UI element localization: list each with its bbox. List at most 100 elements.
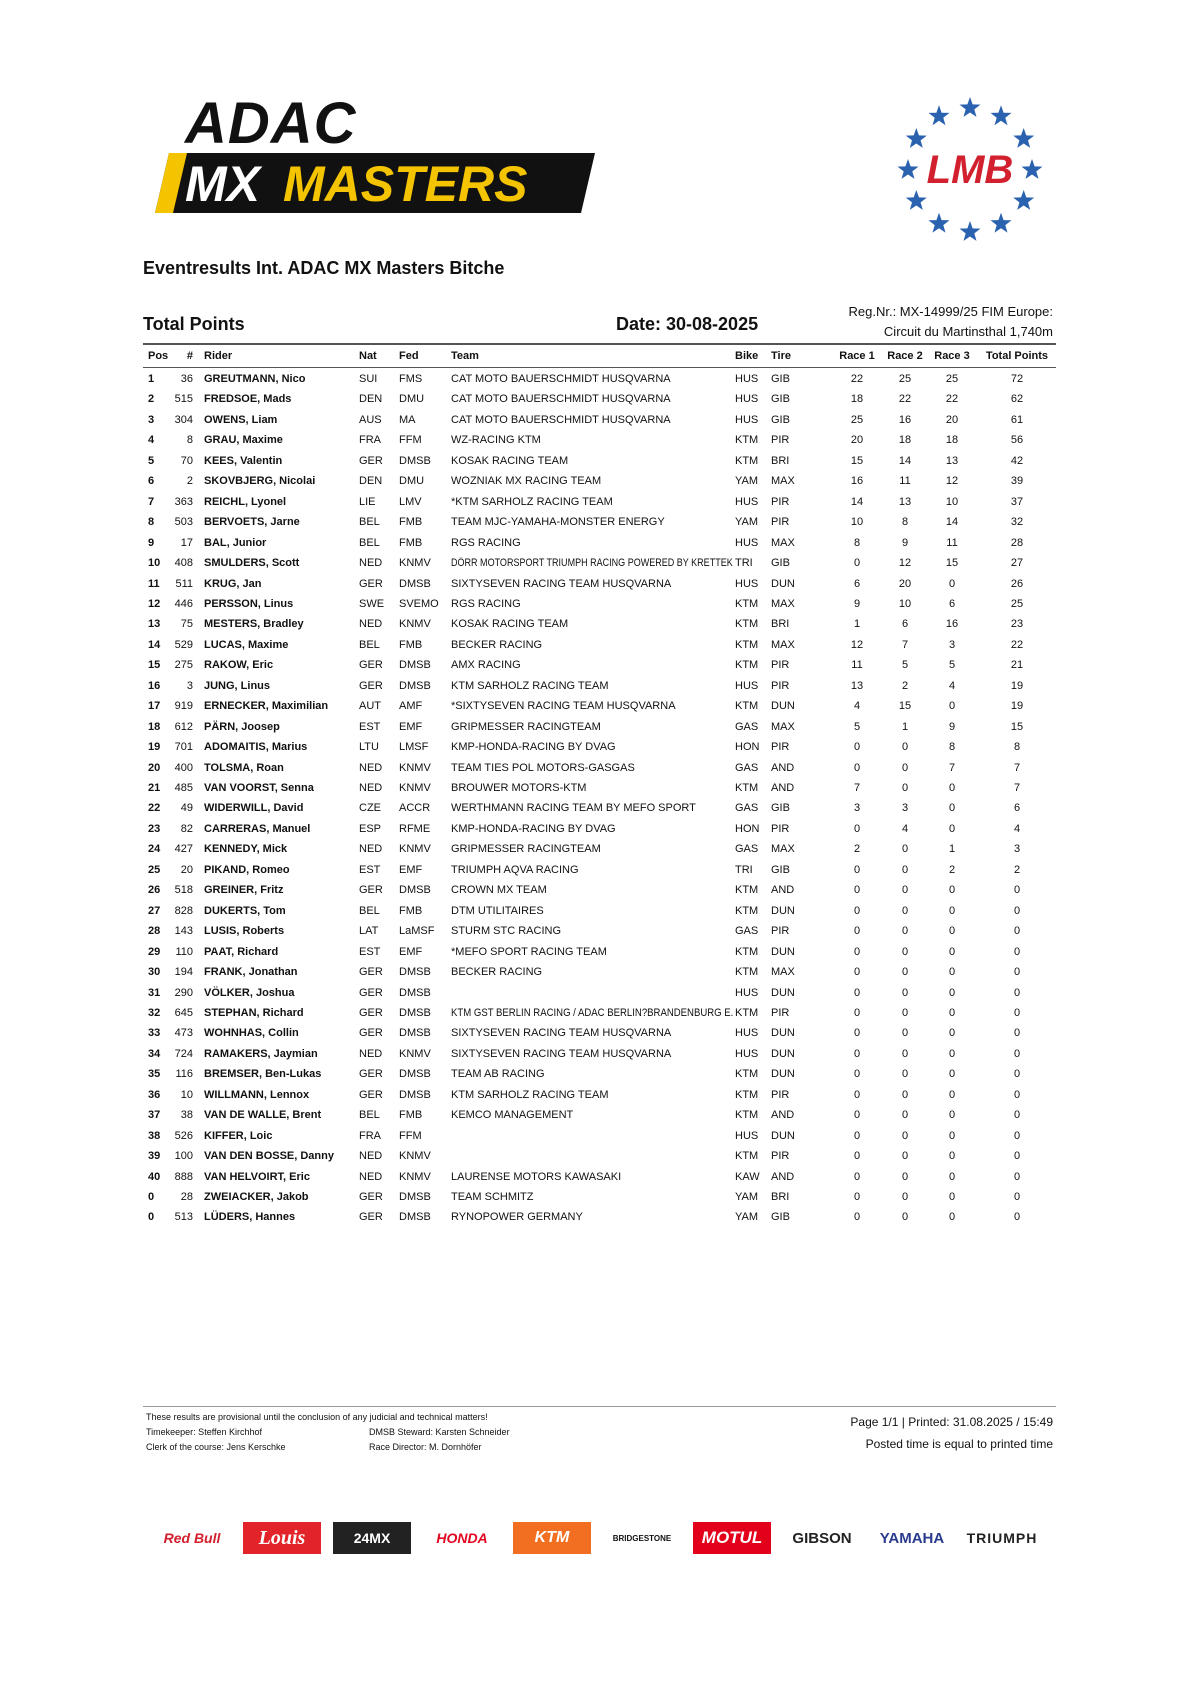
bike: HUS <box>735 679 759 692</box>
race-1: 22 <box>850 373 864 385</box>
race-2: 14 <box>898 454 912 467</box>
start-number: 10 <box>180 1088 193 1101</box>
federation-logo: LMB <box>897 97 1043 241</box>
federation: LMSF <box>399 741 429 754</box>
total-points: 3 <box>1013 843 1021 856</box>
federation: DMSB <box>399 577 431 590</box>
rider: ERNECKER, Maximilian <box>204 700 329 713</box>
bike: GAS <box>735 925 759 938</box>
pos: 19 <box>148 741 161 754</box>
pos: 7 <box>148 495 155 508</box>
race-3: 14 <box>945 516 959 529</box>
bike: HUS <box>735 393 759 406</box>
tire: DUN <box>771 904 795 917</box>
pos: 11 <box>148 577 160 590</box>
race-1: 25 <box>850 413 864 426</box>
pos: 5 <box>148 454 155 467</box>
federation: DMSB <box>399 1068 431 1081</box>
total-points: 61 <box>1010 413 1024 426</box>
bike: YAM <box>735 516 759 529</box>
race-2: 16 <box>898 413 912 426</box>
race-3: 0 <box>948 700 956 713</box>
pos: 16 <box>148 679 161 692</box>
total-points: 22 <box>1010 638 1024 651</box>
race-1: 3 <box>853 802 861 815</box>
nation: GER <box>359 1027 383 1040</box>
nation: GER <box>359 454 383 467</box>
nation: BEL <box>359 904 380 917</box>
total-points: 8 <box>1013 741 1021 754</box>
race-1: 0 <box>853 1006 861 1019</box>
pos: 10 <box>148 557 161 570</box>
bike: HON <box>735 822 760 835</box>
tire: GIB <box>771 413 790 426</box>
page-info: Page 1/1 | Printed: 31.08.2025 / 15:49 <box>850 1415 1053 1429</box>
sponsor-logo: GIBSON <box>792 1529 852 1547</box>
start-number: 194 <box>174 966 193 979</box>
start-number: 70 <box>180 454 193 467</box>
rider: SMULDERS, Scott <box>204 557 300 570</box>
federation: DMSB <box>399 966 431 979</box>
start-number: 28 <box>180 1191 193 1203</box>
pos: 37 <box>148 1109 161 1122</box>
pos: 39 <box>148 1150 161 1163</box>
total-points: 0 <box>1013 1047 1021 1060</box>
total-points: 0 <box>1013 884 1021 897</box>
start-number: 485 <box>174 782 193 794</box>
tire: PIR <box>771 1150 790 1163</box>
footer-rule <box>143 1406 1056 1407</box>
pos: 8 <box>148 516 155 529</box>
federation: KNMV <box>399 618 431 631</box>
race-3: 0 <box>948 986 956 999</box>
race-3: 0 <box>948 782 956 794</box>
federation: DMU <box>399 393 425 406</box>
total-points: 2 <box>1013 863 1021 876</box>
total-points: 39 <box>1010 475 1024 488</box>
column-header: # <box>186 350 193 362</box>
race-3: 16 <box>945 618 959 631</box>
tire: GIB <box>771 373 790 385</box>
team: CAT MOTO BAUERSCHMIDT HUSQVARNA <box>451 413 671 426</box>
federation: FMB <box>399 536 423 549</box>
start-number: 526 <box>174 1129 193 1142</box>
bike: GAS <box>735 720 759 733</box>
pos: 4 <box>148 434 155 447</box>
event-title: Eventresults Int. ADAC MX Masters Bitche <box>143 258 505 278</box>
race-3: 5 <box>948 659 956 672</box>
sponsor-logo: TRIUMPH <box>966 1530 1038 1546</box>
pos: 24 <box>148 843 161 856</box>
pos: 0 <box>148 1191 155 1203</box>
sponsor-logo: MOTUL <box>693 1522 771 1554</box>
federation: KNMV <box>399 1170 431 1183</box>
federation: KNMV <box>399 1047 431 1060</box>
race-2: 0 <box>901 1068 909 1081</box>
race-2: 5 <box>901 659 909 672</box>
team: KOSAK RACING TEAM <box>451 454 569 467</box>
timekeeper: Timekeeper: Steffen Kirchhof <box>146 1427 263 1437</box>
race-1: 0 <box>853 904 861 917</box>
rider: BERVOETS, Jarne <box>204 516 300 529</box>
rider: ZWEIACKER, Jakob <box>204 1191 309 1203</box>
start-number: 513 <box>174 1211 193 1224</box>
federation: AMF <box>399 700 423 713</box>
race-1: 0 <box>853 1129 861 1142</box>
tire: DUN <box>771 986 795 999</box>
federation: DMSB <box>399 884 431 897</box>
race-3: 0 <box>948 1109 956 1122</box>
federation: MA <box>399 413 416 426</box>
posted-info: Posted time is equal to printed time <box>865 1437 1053 1451</box>
pos: 27 <box>148 904 161 917</box>
bike: TRI <box>735 863 753 876</box>
bike: HUS <box>735 495 759 508</box>
bike: YAM <box>735 475 759 488</box>
total-points: 37 <box>1010 495 1024 508</box>
race-3: 0 <box>948 577 956 590</box>
race-3: 0 <box>948 925 956 938</box>
race-1: 0 <box>853 966 861 979</box>
start-number: 503 <box>174 516 193 529</box>
sponsor-logo: BRIDGESTONE <box>612 1533 672 1543</box>
total-points: 19 <box>1010 679 1024 692</box>
rider: TOLSMA, Roan <box>204 761 284 774</box>
rider: VAN VOORST, Senna <box>204 782 314 794</box>
